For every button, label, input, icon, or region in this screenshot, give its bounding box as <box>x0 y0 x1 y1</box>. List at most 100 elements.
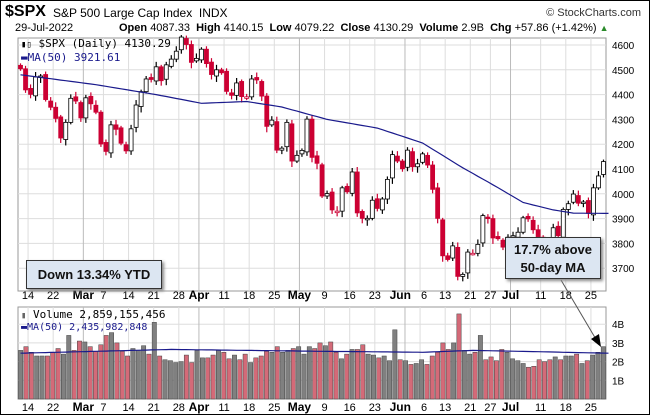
candle-body <box>239 81 245 97</box>
price-tick-label: 4300 <box>612 115 635 126</box>
volume-bar <box>114 342 120 400</box>
volume-bar <box>173 362 179 400</box>
volume-bar <box>376 357 382 400</box>
volume-bar <box>237 359 243 400</box>
high-label: High <box>196 22 221 34</box>
volume-bar <box>493 360 499 400</box>
volume-bar <box>232 354 237 400</box>
volume-x-tick-label: 14 <box>22 402 34 414</box>
candle-body <box>264 95 270 127</box>
volume-bar <box>360 344 366 400</box>
volume-bar <box>157 355 163 400</box>
candle-body <box>435 187 441 219</box>
volume-bar <box>424 364 430 400</box>
volume-bar <box>125 355 131 400</box>
volume-bar <box>71 350 77 400</box>
volume-bar <box>526 366 531 400</box>
candle-body <box>596 175 601 189</box>
volume-label: Volume <box>419 22 459 34</box>
candle-body <box>188 44 194 63</box>
annotation-arrow-line <box>560 279 598 342</box>
candle-body <box>244 96 250 99</box>
volume-bar <box>338 358 344 400</box>
candle-body <box>319 164 325 197</box>
quote-bar: Open 4087.33 High 4140.15 Low 4079.22 Cl… <box>119 22 609 34</box>
price-x-tick-label: 18 <box>243 290 255 302</box>
volume-bar <box>595 352 601 400</box>
volume-tick-label: 3B <box>612 339 625 350</box>
candle-body <box>123 144 129 152</box>
candle-body <box>420 153 425 163</box>
candle-body <box>43 74 49 100</box>
candle-body <box>133 104 139 128</box>
candle-body <box>475 243 481 254</box>
candle-body <box>23 68 28 91</box>
volume-bar <box>199 357 205 400</box>
candle-body <box>555 225 561 237</box>
volume-tick-label: 1B <box>612 376 625 387</box>
price-x-tick-label: 22 <box>47 290 59 302</box>
volume-bar <box>210 354 216 400</box>
price-x-tick-label: 7 <box>100 290 106 302</box>
candle-body <box>18 64 23 70</box>
ma-annotation-line1: 17.7% above <box>513 242 593 257</box>
volume-bar <box>18 350 24 400</box>
volume-bar <box>98 344 104 400</box>
volume-x-tick-label: 6 <box>421 402 427 414</box>
candle-body <box>344 185 350 193</box>
volume-bar <box>103 335 109 400</box>
volume-bar <box>451 342 457 400</box>
price-tick-label: 4600 <box>612 41 635 52</box>
volume-bar <box>189 362 195 400</box>
candle-body <box>490 218 496 239</box>
exchange: INDX <box>198 6 228 20</box>
copyright: © StockCharts.com <box>546 7 641 19</box>
candle-body <box>495 236 501 240</box>
candle-body <box>88 95 94 105</box>
volume-bar <box>574 353 580 400</box>
volume-bar <box>579 363 585 400</box>
volume-x-tick-label: 11 <box>218 402 229 414</box>
candle-body <box>194 57 199 62</box>
volume-bar <box>66 335 72 400</box>
quote-date: 29-Jul-2022 <box>15 22 74 34</box>
ma50-line <box>20 74 609 214</box>
candle-body <box>178 36 184 51</box>
volume-ma-line <box>20 348 609 354</box>
candle-body <box>400 160 405 170</box>
ma-legend-text: MA(50) 3921.61 <box>27 51 121 64</box>
candle-body <box>520 217 526 233</box>
volume-bar <box>274 346 280 400</box>
volume-bar <box>306 346 312 400</box>
candle-body <box>390 154 395 179</box>
volume-bar <box>371 354 376 400</box>
volume-bar <box>280 352 286 400</box>
candle-body <box>354 171 360 214</box>
volume-bar <box>542 361 547 400</box>
line-icon: ▬ <box>21 51 28 64</box>
volume-bar <box>151 322 157 400</box>
candle-body <box>369 199 375 219</box>
volume-bar <box>301 353 307 400</box>
volume-x-tick-label: 22 <box>47 402 59 414</box>
candle-body <box>173 50 179 60</box>
candle-body <box>455 246 461 277</box>
low-label: Low <box>269 22 292 34</box>
price-x-tick-label: Jul <box>502 288 519 302</box>
volume-bar <box>317 342 323 400</box>
volume-bar <box>87 346 93 400</box>
price-tick-label: 4500 <box>612 66 635 77</box>
candle-body <box>254 77 260 81</box>
volume-legend: ▮ Volume 2,859,155,456 <box>21 308 166 321</box>
volume-x-tick-label: Jun <box>390 400 411 414</box>
candle-body <box>565 203 571 210</box>
price-x-tick-label: 28 <box>173 290 185 302</box>
candle-body <box>379 198 385 211</box>
candle-body <box>98 111 104 145</box>
volume-bar <box>248 362 253 400</box>
candle-icon: ▮▯ <box>21 40 32 50</box>
volume-bar <box>34 355 40 400</box>
candle-body <box>214 69 219 77</box>
